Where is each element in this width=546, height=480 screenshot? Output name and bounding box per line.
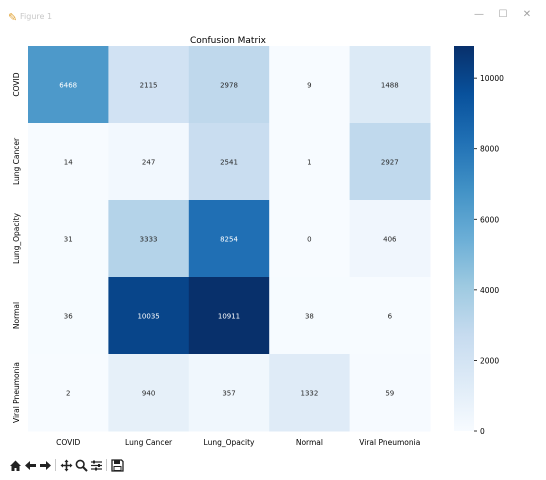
y-tick-label: Normal [12, 302, 21, 329]
y-tick-label: Viral Pneumonia [12, 362, 21, 423]
cell-value-label: 59 [385, 390, 394, 398]
heatmap-cell [349, 200, 431, 278]
toolbar-separator [106, 459, 107, 471]
cell-value-label: 3333 [140, 236, 158, 244]
navigation-toolbar [0, 454, 546, 478]
cell-value-label: 10911 [218, 313, 240, 321]
colorbar-ticks: 0 2000 4000 6000 8000 10000 [474, 74, 504, 436]
heatmap-cells: 6468 2115 2978 9 1488 14 247 2541 1 2927 31 3333 825… [28, 46, 431, 432]
cell-value-label: 2978 [220, 82, 238, 90]
y-tick-label: COVID [12, 72, 21, 96]
x-tick-label: Lung_Opacity [204, 438, 255, 447]
x-tick-label: Viral Pneumonia [359, 438, 420, 447]
cell-value-label: 6468 [59, 82, 77, 90]
colorbar-tick-label: 2000 [480, 356, 499, 365]
cell-value-label: 10035 [137, 313, 159, 321]
y-tick-label: Lung_Opacity [12, 212, 21, 263]
heatmap-cell [349, 277, 431, 355]
cell-value-label: 8254 [220, 236, 238, 244]
cell-value-label: 38 [305, 313, 314, 321]
save-icon[interactable] [110, 457, 124, 473]
heatmap-cell [188, 123, 270, 201]
cell-value-label: 1332 [300, 390, 318, 398]
heatmap-cell [349, 354, 431, 432]
home-icon[interactable] [8, 457, 22, 473]
heatmap-cell [28, 200, 109, 278]
heatmap-cell [108, 354, 190, 432]
heatmap-cell [269, 123, 351, 201]
heatmap-cell [108, 277, 190, 355]
chart-title: Confusion Matrix [190, 36, 267, 46]
toolbar-separator [55, 459, 56, 471]
heatmap-cell [269, 46, 351, 124]
cell-value-label: 406 [383, 236, 397, 244]
back-arrow-icon[interactable] [23, 457, 37, 473]
colorbar [454, 46, 474, 431]
cell-value-label: 14 [64, 159, 73, 167]
cell-value-label: 0 [307, 236, 311, 244]
heatmap-cell [188, 46, 270, 124]
heatmap-cell [28, 354, 109, 432]
window-title: Figure 1 [20, 12, 53, 21]
minimize-icon[interactable]: — [474, 9, 484, 20]
x-tick-label: COVID [56, 438, 80, 447]
close-icon[interactable]: ✕ [522, 9, 532, 20]
heatmap-cell [28, 277, 109, 355]
confusion-matrix-chart: Confusion Matrix 6468 2115 2978 9 1488 14 247 2… [12, 36, 504, 447]
y-tick-label: Lung Cancer [12, 137, 21, 185]
x-tick-labels: COVID Lung Cancer Lung_Opacity Normal Viral … [56, 438, 420, 447]
pan-icon[interactable] [59, 457, 73, 473]
heatmap-cell [188, 354, 270, 432]
cell-value-label: 31 [64, 236, 73, 244]
cell-value-label: 1488 [381, 82, 399, 90]
configure-subplots-icon[interactable] [89, 457, 103, 473]
figure-canvas: Confusion Matrix 6468 2115 2978 9 1488 14 247 2… [0, 34, 546, 454]
heatmap-cell [28, 123, 109, 201]
colorbar-tick-label: 6000 [480, 215, 499, 224]
colorbar-tick-label: 8000 [480, 145, 499, 154]
colorbar-tick-label: 4000 [480, 286, 499, 295]
heatmap-cell [269, 200, 351, 278]
forward-arrow-icon[interactable] [38, 457, 52, 473]
cell-value-label: 940 [142, 390, 155, 398]
matplotlib-figure-icon: ✎ [8, 11, 18, 24]
colorbar-tick-label: 0 [480, 427, 485, 436]
heatmap-cell [349, 46, 431, 124]
x-tick-label: Normal [296, 438, 323, 447]
heatmap-cell [188, 277, 270, 355]
cell-value-label: 9 [307, 82, 311, 90]
cell-value-label: 2 [66, 390, 70, 398]
heatmap-cell [188, 200, 270, 278]
heatmap-cell [108, 123, 190, 201]
x-tick-label: Lung Cancer [125, 438, 173, 447]
heatmap-cell [108, 46, 190, 124]
cell-value-label: 247 [142, 159, 155, 167]
cell-value-label: 1 [307, 159, 311, 167]
maximize-icon[interactable]: ☐ [498, 9, 508, 20]
cell-value-label: 2115 [140, 82, 158, 90]
y-tick-labels: COVID Lung Cancer Lung_Opacity Normal Viral … [12, 72, 21, 423]
colorbar-tick-label: 10000 [480, 74, 504, 83]
heatmap-cell [349, 123, 431, 201]
heatmap-cell [269, 277, 351, 355]
cell-value-label: 2927 [381, 159, 399, 167]
heatmap-cell [108, 200, 190, 278]
window-titlebar: ✎ Figure 1 — ☐ ✕ [0, 0, 546, 34]
zoom-icon[interactable] [74, 457, 88, 473]
cell-value-label: 2541 [220, 159, 238, 167]
heatmap-cell [28, 46, 109, 124]
cell-value-label: 357 [222, 390, 235, 398]
heatmap-cell [269, 354, 351, 432]
cell-value-label: 36 [64, 313, 73, 321]
cell-value-label: 6 [388, 313, 393, 321]
